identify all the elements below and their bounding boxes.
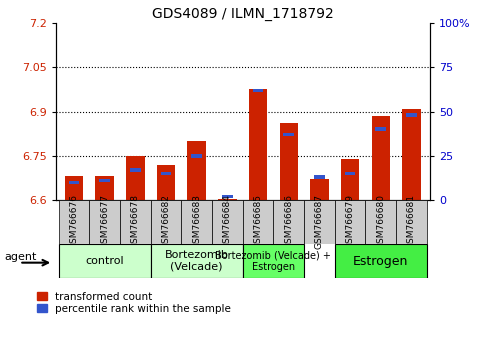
Text: GSM766679: GSM766679: [346, 194, 355, 249]
FancyBboxPatch shape: [243, 244, 304, 278]
Text: GSM766681: GSM766681: [407, 194, 416, 249]
Text: control: control: [85, 256, 124, 266]
Text: GSM766687: GSM766687: [315, 194, 324, 249]
Text: GSM766676: GSM766676: [70, 194, 78, 249]
Text: Bortezomib
(Velcade): Bortezomib (Velcade): [165, 250, 228, 272]
Bar: [126, 156, 144, 200]
Bar: [218, 199, 237, 200]
Bar: [371, 116, 390, 200]
Bar: [249, 90, 267, 200]
Bar: [130, 168, 141, 172]
Bar: [157, 165, 175, 200]
Bar: [310, 179, 328, 200]
Bar: [96, 176, 114, 200]
Bar: [280, 123, 298, 200]
Text: Estrogen: Estrogen: [353, 255, 409, 268]
Text: GSM766677: GSM766677: [100, 194, 109, 249]
Bar: [253, 88, 263, 92]
FancyBboxPatch shape: [366, 200, 396, 244]
FancyBboxPatch shape: [181, 200, 212, 244]
Text: Bortezomib (Velcade) +
Estrogen: Bortezomib (Velcade) + Estrogen: [215, 250, 331, 272]
FancyBboxPatch shape: [335, 200, 366, 244]
FancyBboxPatch shape: [151, 200, 181, 244]
Text: agent: agent: [5, 252, 37, 262]
Text: GSM766680: GSM766680: [376, 194, 385, 249]
Text: GSM766682: GSM766682: [161, 194, 170, 249]
Bar: [314, 175, 325, 179]
FancyBboxPatch shape: [396, 200, 427, 244]
Text: GSM766685: GSM766685: [254, 194, 263, 249]
Bar: [406, 113, 417, 117]
Bar: [341, 159, 359, 200]
FancyBboxPatch shape: [212, 200, 243, 244]
FancyBboxPatch shape: [89, 200, 120, 244]
Legend: transformed count, percentile rank within the sample: transformed count, percentile rank withi…: [37, 292, 231, 314]
FancyBboxPatch shape: [335, 244, 427, 278]
Title: GDS4089 / ILMN_1718792: GDS4089 / ILMN_1718792: [152, 7, 334, 21]
Bar: [69, 181, 79, 184]
FancyBboxPatch shape: [58, 200, 89, 244]
Bar: [222, 195, 233, 198]
Bar: [65, 176, 83, 200]
Bar: [402, 109, 421, 200]
FancyBboxPatch shape: [58, 244, 151, 278]
Bar: [161, 172, 171, 175]
FancyBboxPatch shape: [304, 200, 335, 244]
Bar: [284, 133, 294, 136]
Bar: [187, 141, 206, 200]
FancyBboxPatch shape: [243, 200, 273, 244]
Text: GSM766686: GSM766686: [284, 194, 293, 249]
Bar: [375, 127, 386, 131]
Text: GSM766678: GSM766678: [131, 194, 140, 249]
FancyBboxPatch shape: [120, 200, 151, 244]
FancyBboxPatch shape: [151, 244, 243, 278]
Bar: [99, 179, 110, 182]
Bar: [191, 154, 202, 158]
Bar: [345, 172, 355, 175]
FancyBboxPatch shape: [273, 200, 304, 244]
Text: GSM766684: GSM766684: [223, 194, 232, 249]
Text: GSM766683: GSM766683: [192, 194, 201, 249]
